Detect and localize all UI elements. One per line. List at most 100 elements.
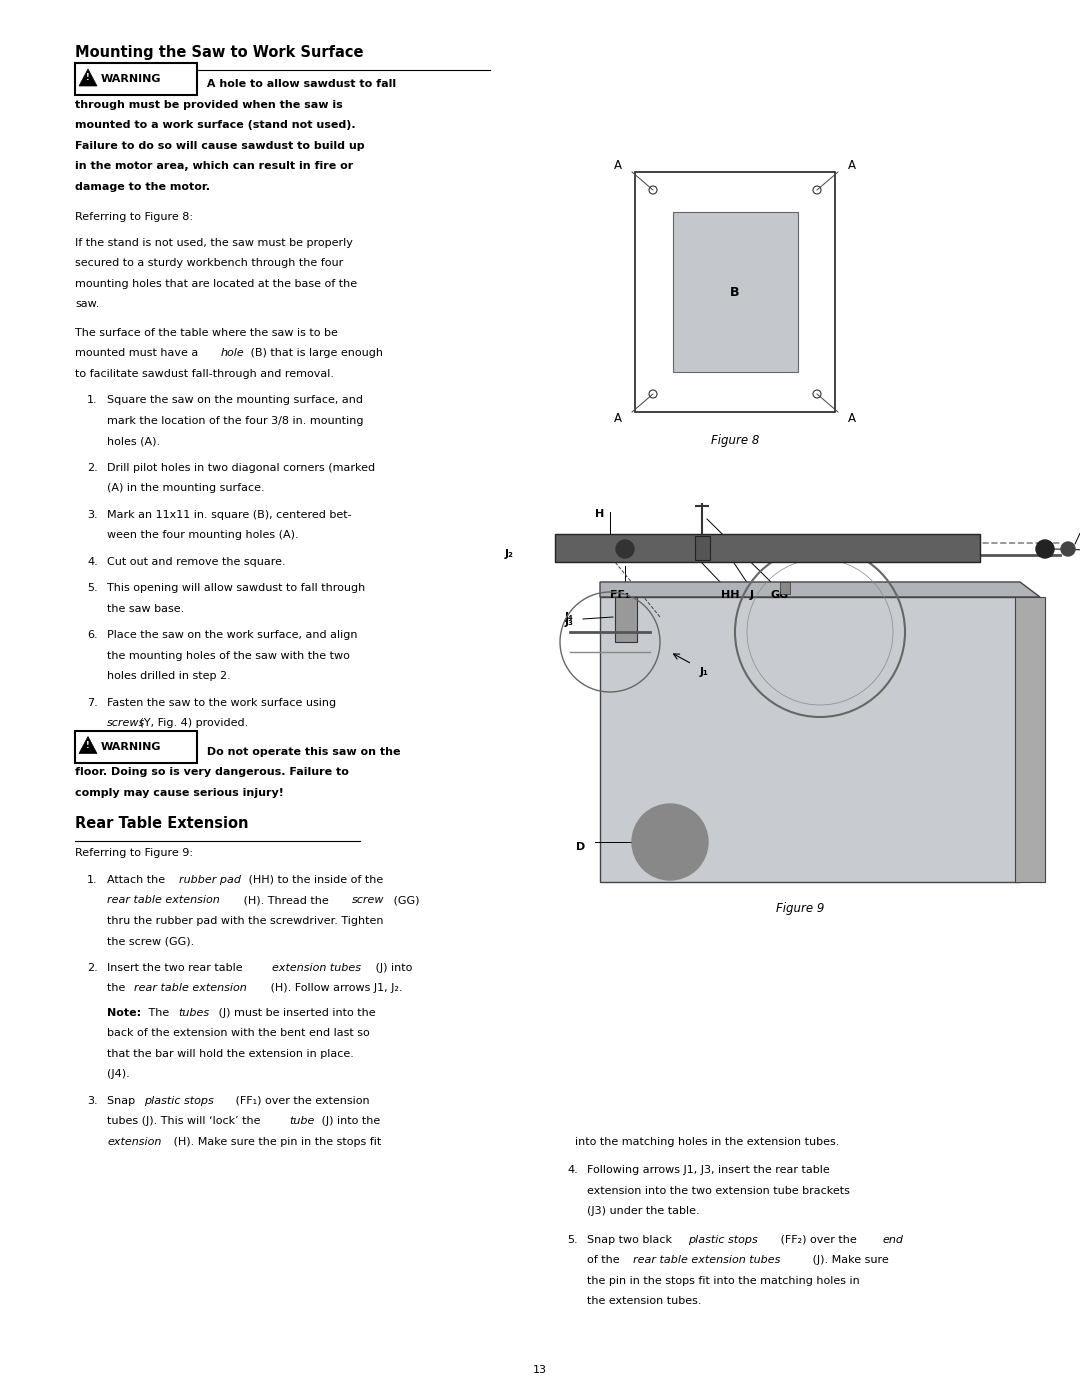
Text: the: the bbox=[107, 983, 129, 993]
Text: D: D bbox=[576, 842, 585, 852]
Text: tubes: tubes bbox=[178, 1007, 210, 1017]
Text: WARNING: WARNING bbox=[102, 74, 162, 84]
Text: (J) must be inserted into the: (J) must be inserted into the bbox=[215, 1007, 376, 1017]
Text: This opening will allow sawdust to fall through: This opening will allow sawdust to fall … bbox=[107, 583, 365, 592]
Text: (J). Make sure: (J). Make sure bbox=[809, 1255, 889, 1266]
Text: A hole to allow sawdust to fall: A hole to allow sawdust to fall bbox=[203, 80, 396, 89]
Bar bbox=[635, 172, 835, 412]
Text: rear table extension: rear table extension bbox=[107, 895, 219, 905]
Text: 2.: 2. bbox=[87, 462, 98, 472]
Text: A: A bbox=[848, 159, 856, 172]
Text: WARNING: WARNING bbox=[102, 742, 162, 752]
Text: J₃: J₃ bbox=[564, 617, 573, 627]
Text: Figure 8: Figure 8 bbox=[711, 434, 759, 447]
Text: !: ! bbox=[86, 740, 90, 750]
Circle shape bbox=[616, 541, 634, 557]
Bar bbox=[600, 597, 1020, 882]
Text: Fasten the saw to the work surface using: Fasten the saw to the work surface using bbox=[107, 697, 336, 707]
Text: rear table extension: rear table extension bbox=[134, 983, 246, 993]
Text: 1.: 1. bbox=[87, 395, 97, 405]
Text: the pin in the stops fit into the matching holes in: the pin in the stops fit into the matchi… bbox=[588, 1275, 860, 1285]
Text: J₂: J₂ bbox=[504, 549, 513, 559]
Text: Failure to do so will cause sawdust to build up: Failure to do so will cause sawdust to b… bbox=[75, 141, 365, 151]
Text: plastic stops: plastic stops bbox=[688, 1235, 758, 1245]
Text: rear table extension tubes: rear table extension tubes bbox=[633, 1255, 781, 1266]
Text: A: A bbox=[615, 159, 622, 172]
Text: FF₁: FF₁ bbox=[610, 590, 630, 599]
Text: tube: tube bbox=[289, 1116, 314, 1126]
Text: the mounting holes of the saw with the two: the mounting holes of the saw with the t… bbox=[107, 651, 350, 661]
Text: (B) that is large enough: (B) that is large enough bbox=[247, 348, 383, 358]
Text: 4.: 4. bbox=[87, 556, 98, 567]
Text: 3.: 3. bbox=[87, 510, 97, 520]
Bar bbox=[696, 536, 710, 560]
Text: back of the extension with the bent end last so: back of the extension with the bent end … bbox=[107, 1028, 369, 1038]
Text: Referring to Figure 9:: Referring to Figure 9: bbox=[75, 848, 193, 858]
Text: (GG): (GG) bbox=[390, 895, 419, 905]
Text: of the: of the bbox=[588, 1255, 623, 1266]
Text: H: H bbox=[595, 509, 604, 520]
Text: in the motor area, which can result in fire or: in the motor area, which can result in f… bbox=[75, 161, 353, 170]
Text: thru the rubber pad with the screwdriver. Tighten: thru the rubber pad with the screwdriver… bbox=[107, 915, 383, 925]
Text: Cut out and remove the square.: Cut out and remove the square. bbox=[107, 556, 285, 567]
Text: (FF₁) over the extension: (FF₁) over the extension bbox=[232, 1095, 369, 1105]
Text: through must be provided when the saw is: through must be provided when the saw is bbox=[75, 99, 342, 109]
Text: Following arrows J1, J3, insert the rear table: Following arrows J1, J3, insert the rear… bbox=[588, 1165, 829, 1175]
Text: (H). Thread the: (H). Thread the bbox=[240, 895, 333, 905]
Text: A: A bbox=[848, 412, 856, 425]
Text: mounting holes that are located at the base of the: mounting holes that are located at the b… bbox=[75, 278, 357, 289]
Text: Drill pilot holes in two diagonal corners (marked: Drill pilot holes in two diagonal corner… bbox=[107, 462, 375, 472]
Text: !: ! bbox=[86, 73, 90, 82]
Text: 4.: 4. bbox=[567, 1165, 578, 1175]
Text: that the bar will hold the extension in place.: that the bar will hold the extension in … bbox=[107, 1049, 354, 1059]
Text: HH: HH bbox=[720, 590, 739, 599]
Text: end: end bbox=[882, 1235, 903, 1245]
Text: 7.: 7. bbox=[87, 697, 98, 707]
Polygon shape bbox=[79, 68, 97, 87]
Polygon shape bbox=[79, 736, 97, 753]
Text: (Y, Fig. 4) provided.: (Y, Fig. 4) provided. bbox=[136, 718, 248, 728]
Bar bbox=[75, 63, 197, 95]
Text: the saw base.: the saw base. bbox=[107, 604, 185, 613]
Polygon shape bbox=[600, 583, 1040, 597]
Text: ween the four mounting holes (A).: ween the four mounting holes (A). bbox=[107, 529, 299, 541]
Text: 13: 13 bbox=[534, 1365, 546, 1375]
Text: (J3) under the table.: (J3) under the table. bbox=[588, 1206, 700, 1215]
Text: J₄: J₄ bbox=[565, 612, 573, 622]
Text: screw: screw bbox=[352, 895, 384, 905]
Text: A: A bbox=[615, 412, 622, 425]
Text: secured to a sturdy workbench through the four: secured to a sturdy workbench through th… bbox=[75, 258, 343, 268]
Text: Insert the two rear table: Insert the two rear table bbox=[107, 963, 246, 972]
Text: rubber pad: rubber pad bbox=[179, 875, 241, 884]
Circle shape bbox=[632, 805, 708, 880]
Text: Figure 9: Figure 9 bbox=[775, 902, 824, 915]
Text: Mark an 11x11 in. square (B), centered bet-: Mark an 11x11 in. square (B), centered b… bbox=[107, 510, 352, 520]
Bar bbox=[75, 731, 197, 763]
Text: Mounting the Saw to Work Surface: Mounting the Saw to Work Surface bbox=[75, 45, 364, 60]
Text: hole: hole bbox=[221, 348, 245, 358]
Text: mounted to a work surface (stand not used).: mounted to a work surface (stand not use… bbox=[75, 120, 355, 130]
Text: the extension tubes.: the extension tubes. bbox=[588, 1296, 702, 1306]
Text: (H). Make sure the pin in the stops fit: (H). Make sure the pin in the stops fit bbox=[170, 1137, 381, 1147]
Text: Snap two black: Snap two black bbox=[588, 1235, 675, 1245]
Text: Square the saw on the mounting surface, and: Square the saw on the mounting surface, … bbox=[107, 395, 363, 405]
Text: 3.: 3. bbox=[87, 1095, 97, 1105]
Bar bbox=[780, 583, 789, 594]
Text: comply may cause serious injury!: comply may cause serious injury! bbox=[75, 788, 284, 798]
Text: (J4).: (J4). bbox=[107, 1069, 130, 1078]
Text: extension tubes: extension tubes bbox=[272, 963, 361, 972]
Text: to facilitate sawdust fall-through and removal.: to facilitate sawdust fall-through and r… bbox=[75, 369, 334, 379]
Text: J: J bbox=[750, 590, 754, 599]
Text: extension: extension bbox=[107, 1137, 161, 1147]
Text: The: The bbox=[145, 1007, 173, 1017]
Text: 5.: 5. bbox=[567, 1235, 578, 1245]
Text: Attach the: Attach the bbox=[107, 875, 168, 884]
Text: (A) in the mounting surface.: (A) in the mounting surface. bbox=[107, 483, 265, 493]
Text: Note:: Note: bbox=[107, 1007, 141, 1017]
Text: tubes (J). This will ‘lock’ the: tubes (J). This will ‘lock’ the bbox=[107, 1116, 264, 1126]
Circle shape bbox=[1061, 542, 1075, 556]
Text: 1.: 1. bbox=[87, 875, 97, 884]
Text: Rear Table Extension: Rear Table Extension bbox=[75, 816, 248, 831]
Text: B: B bbox=[730, 285, 740, 299]
Text: holes (A).: holes (A). bbox=[107, 436, 160, 446]
